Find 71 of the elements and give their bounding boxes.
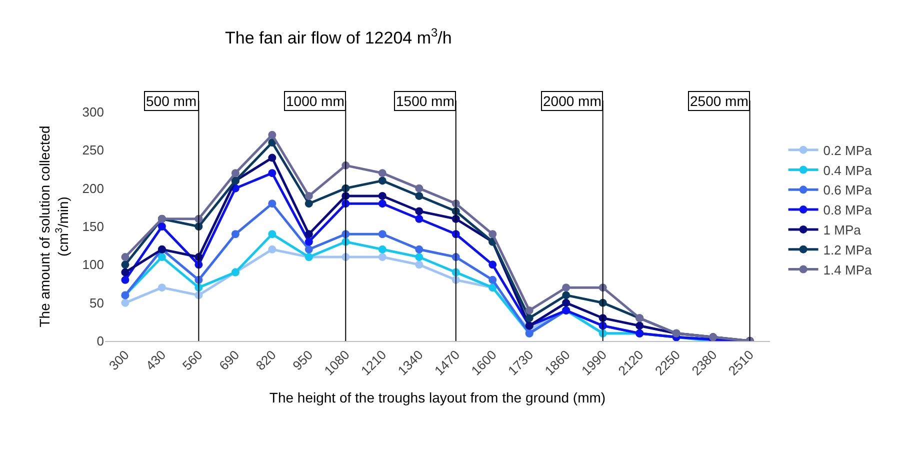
point	[636, 322, 644, 330]
x-tick-label: 950	[290, 347, 316, 374]
point	[121, 276, 130, 284]
legend-label: 1.4 MPa	[823, 262, 872, 278]
point	[121, 253, 130, 262]
point	[121, 260, 130, 269]
point	[158, 253, 166, 262]
point	[378, 230, 386, 238]
x-tick-label: 820	[252, 347, 279, 374]
y-tick-label: 50	[90, 295, 104, 310]
point	[415, 184, 424, 192]
legend-label: 0.4 MPa	[823, 162, 872, 178]
legend-label: 0.8 MPa	[823, 202, 872, 218]
point	[304, 192, 313, 200]
point	[562, 284, 570, 292]
point	[415, 253, 424, 262]
y-tick-label: 200	[82, 180, 104, 196]
point	[415, 245, 424, 254]
y-tick-label: 0	[96, 334, 104, 349]
legend-label: 1.2 MPa	[823, 242, 872, 258]
y-tick-label: 100	[82, 257, 104, 272]
y-tick-label: 250	[82, 142, 104, 158]
ref-line-label: 2500 mm	[690, 93, 748, 109]
point	[268, 200, 276, 208]
point	[378, 169, 386, 178]
point	[121, 268, 130, 276]
point	[562, 291, 570, 300]
x-tick-label: 690	[216, 347, 242, 374]
chart-title: The fan air flow of 12204 m$^{3}$/h	[225, 25, 452, 48]
point	[121, 298, 130, 307]
point	[304, 238, 313, 246]
point	[488, 230, 497, 238]
point	[268, 245, 276, 254]
point	[304, 230, 313, 238]
ref-line-label: 1000 mm	[286, 93, 344, 109]
ref-line-label: 2000 mm	[543, 93, 602, 109]
point	[304, 200, 313, 208]
point	[268, 154, 276, 162]
legend-label: 1 MPa	[823, 222, 862, 238]
point	[231, 230, 240, 238]
point	[378, 176, 386, 185]
ref-line-label: 500 mm	[146, 93, 197, 109]
point	[525, 314, 534, 322]
point	[158, 284, 166, 292]
point	[378, 200, 386, 208]
point	[415, 207, 424, 216]
point	[268, 130, 276, 139]
x-tick-label: 300	[106, 347, 132, 374]
point	[415, 214, 424, 223]
point	[231, 169, 240, 178]
point	[378, 253, 386, 262]
point	[268, 169, 276, 178]
point	[488, 276, 497, 284]
x-tick-label: 430	[142, 347, 169, 374]
y-tick-label: 150	[82, 219, 104, 234]
ref-line-label: 1500 mm	[396, 93, 454, 109]
point	[158, 222, 166, 230]
legend-label: 0.2 MPa	[823, 142, 872, 158]
point	[378, 192, 386, 200]
point	[415, 260, 424, 269]
x-axis-title: The height of the troughs layout from the ground (mm)	[269, 390, 606, 406]
point	[562, 298, 570, 307]
point	[415, 192, 424, 200]
point	[525, 306, 534, 314]
point	[488, 260, 497, 269]
point	[378, 245, 386, 254]
point	[304, 245, 313, 254]
x-tick-label: 560	[179, 347, 206, 374]
y-tick-label: 300	[82, 104, 104, 120]
legend-label: 0.6 MPa	[823, 182, 872, 198]
point	[268, 230, 276, 238]
